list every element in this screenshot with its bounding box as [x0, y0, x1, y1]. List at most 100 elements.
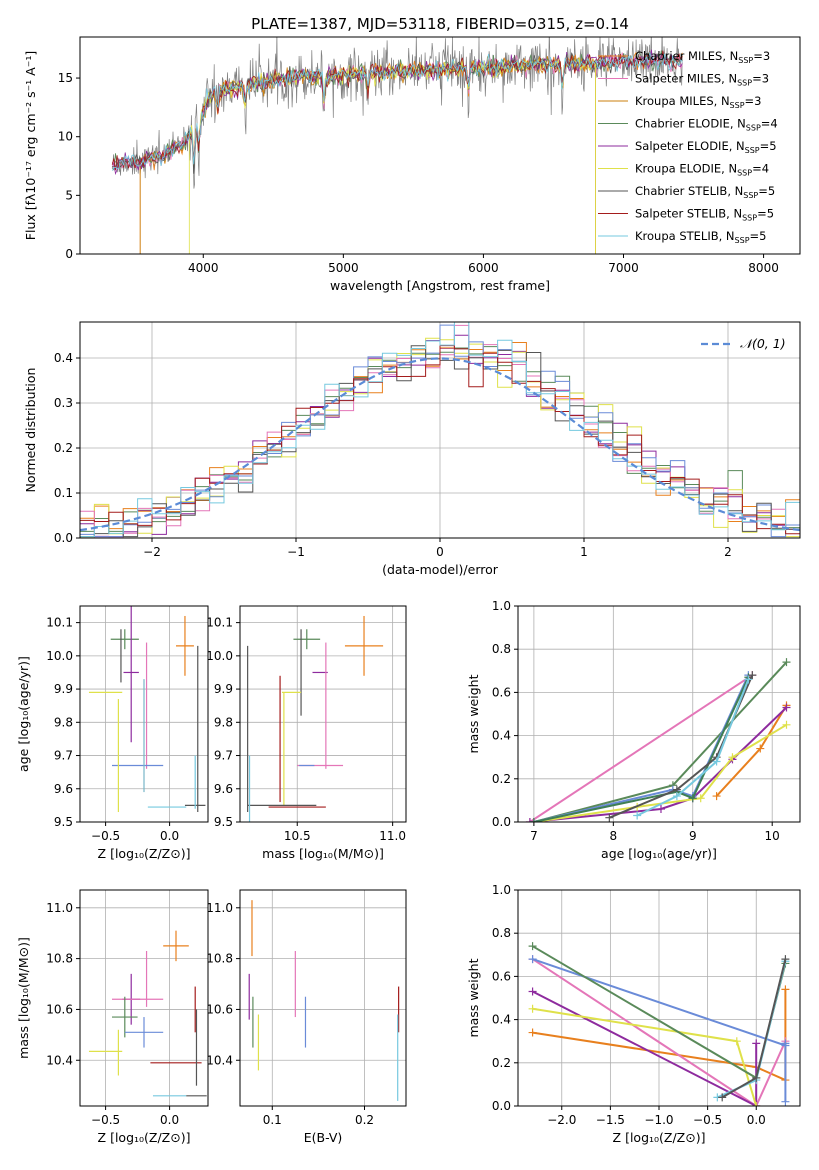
data-point: [781, 985, 790, 994]
x-tick-label: 1: [580, 545, 588, 559]
model-series: [139, 51, 683, 254]
series-line: [532, 990, 758, 1106]
y-tick-label: 9.8: [214, 715, 233, 729]
y-tick-label: 0.8: [492, 926, 511, 940]
y-tick-label: 10.4: [46, 1053, 73, 1067]
panel-mass-vs-ebv: 0.1 0.2 10.4 10.6 10.8 11.0 E(B-V): [206, 889, 407, 1145]
y-tick-label: 0.4: [492, 1013, 511, 1027]
data-point: [752, 1073, 761, 1082]
panel-mass-weight-vs-Z: −2.0 −1.5 −1.0 −0.5 0.0 0.0 0.2 0.4 0.6 0.8 1.0 Z […: [466, 883, 801, 1145]
axes-frame: [239, 605, 407, 823]
y-tick-label: 9.7: [214, 749, 233, 763]
legend-entry: 𝒩(0, 1): [740, 336, 786, 351]
y-tick-label: 9.6: [214, 782, 233, 796]
y-tick-label: 0.0: [492, 815, 511, 829]
y-tick-label: 10.0: [46, 649, 73, 663]
data-point: [688, 794, 697, 803]
data-point: [782, 658, 791, 667]
data-point: [756, 744, 765, 753]
y-tick-label: 0.0: [54, 531, 73, 545]
y-axis-label: mass weight: [466, 674, 481, 753]
series-line: [715, 704, 788, 797]
y-axis-label: mass [log₁₀(M/M⊙)]: [16, 937, 31, 1059]
x-tick-label: −0.5: [91, 1113, 120, 1127]
data-point: [728, 753, 737, 762]
y-tick-label: 9.5: [54, 815, 73, 829]
axes-frame: [79, 605, 209, 823]
x-axis-label: mass [log₁₀(M/M⊙)]: [262, 846, 384, 861]
y-tick-label: 1.0: [492, 599, 511, 613]
x-tick-label: 7: [530, 829, 538, 843]
model-series: [111, 50, 683, 171]
x-axis-label: (data-model)/error: [382, 562, 499, 577]
errorbar-point: [163, 930, 189, 962]
x-tick-label: −2: [143, 545, 161, 559]
plot-area: [111, 37, 683, 254]
x-tick-label: −1: [287, 545, 305, 559]
x-tick-label: 10.5: [284, 829, 311, 843]
legend-entry: Chabrier STELIB, NSSP=5: [635, 184, 775, 200]
y-tick-label: 9.7: [54, 749, 73, 763]
y-tick-label: 11.0: [46, 901, 73, 915]
data-point: [656, 805, 665, 814]
histogram-series: [80, 322, 800, 538]
y-tick-label: 9.9: [214, 682, 233, 696]
y-tick-label: 10.0: [206, 649, 233, 663]
errorbar-point: [110, 629, 139, 650]
data-point: [633, 811, 642, 820]
series-line: [532, 958, 787, 1106]
data-point: [782, 703, 791, 712]
x-axis-label: age [log₁₀(age/yr)]: [601, 846, 717, 861]
x-tick-label: −1.0: [644, 1113, 673, 1127]
y-axis-label: age [log₁₀(age/yr)]: [16, 656, 31, 772]
legend: Chabrier MILES, NSSP=3 Salpeter MILES, NS…: [598, 49, 778, 245]
y-tick-label: 0.1: [54, 486, 73, 500]
panel-age-vs-Z: −0.5 0.0 9.5 9.6 9.7 9.8 9.9 10.0 10.1 Z [log₁₀(Z…: [16, 605, 209, 861]
data-point: [782, 720, 791, 729]
x-axis-label: wavelength [Angstrom, rest frame]: [330, 278, 550, 293]
data-point: [528, 942, 537, 951]
plot-area: [528, 942, 790, 1106]
errorbar-point: [112, 996, 138, 1038]
data-point: [605, 813, 614, 822]
y-tick-label: 10.1: [46, 616, 73, 630]
series-line: [532, 958, 786, 1047]
y-tick-label: 15: [58, 71, 73, 85]
x-tick-label: 0.2: [355, 1113, 374, 1127]
legend-entry: Salpeter ELODIE, NSSP=5: [635, 139, 777, 155]
x-tick-label: 7000: [608, 261, 639, 275]
y-tick-label: 10.6: [46, 1002, 73, 1016]
plot-area: [248, 900, 400, 1101]
x-tick-label: 8000: [748, 261, 779, 275]
data-point: [528, 987, 537, 996]
data-point: [525, 818, 534, 822]
axes-frame: [517, 605, 801, 823]
x-tick-label: −1.5: [596, 1113, 625, 1127]
plot-area: [525, 658, 791, 822]
x-axis-label: Z [log₁₀(Z/Z⊙)]: [98, 1130, 191, 1145]
x-tick-label: 8: [610, 829, 618, 843]
model-series: [111, 51, 683, 171]
y-tick-label: 9.8: [54, 715, 73, 729]
data-point: [712, 757, 721, 766]
y-tick-label: 0: [65, 247, 73, 261]
y-tick-label: 0.2: [54, 441, 73, 455]
x-tick-label: 10: [765, 829, 780, 843]
x-tick-label: 6000: [468, 261, 499, 275]
gaussian-curve: [80, 357, 800, 532]
y-axis-label: Normed distribution: [23, 368, 38, 493]
data-point: [712, 792, 721, 801]
x-axis-label: E(B-V): [304, 1130, 343, 1145]
data-point: [752, 1039, 761, 1048]
y-axis-label: Flux [fλ10⁻¹⁷ erg cm⁻² s⁻¹ A⁻¹]: [23, 51, 38, 240]
y-tick-label: 11.0: [206, 901, 233, 915]
histogram-series: [80, 345, 800, 535]
x-tick-label: 0.0: [160, 829, 179, 843]
plot-area: [88, 606, 206, 813]
axes-frame: [79, 36, 801, 255]
x-tick-label: 4000: [188, 261, 219, 275]
y-tick-label: 0.6: [492, 969, 511, 983]
series-line: [533, 723, 788, 822]
x-tick-label: 0: [436, 545, 444, 559]
